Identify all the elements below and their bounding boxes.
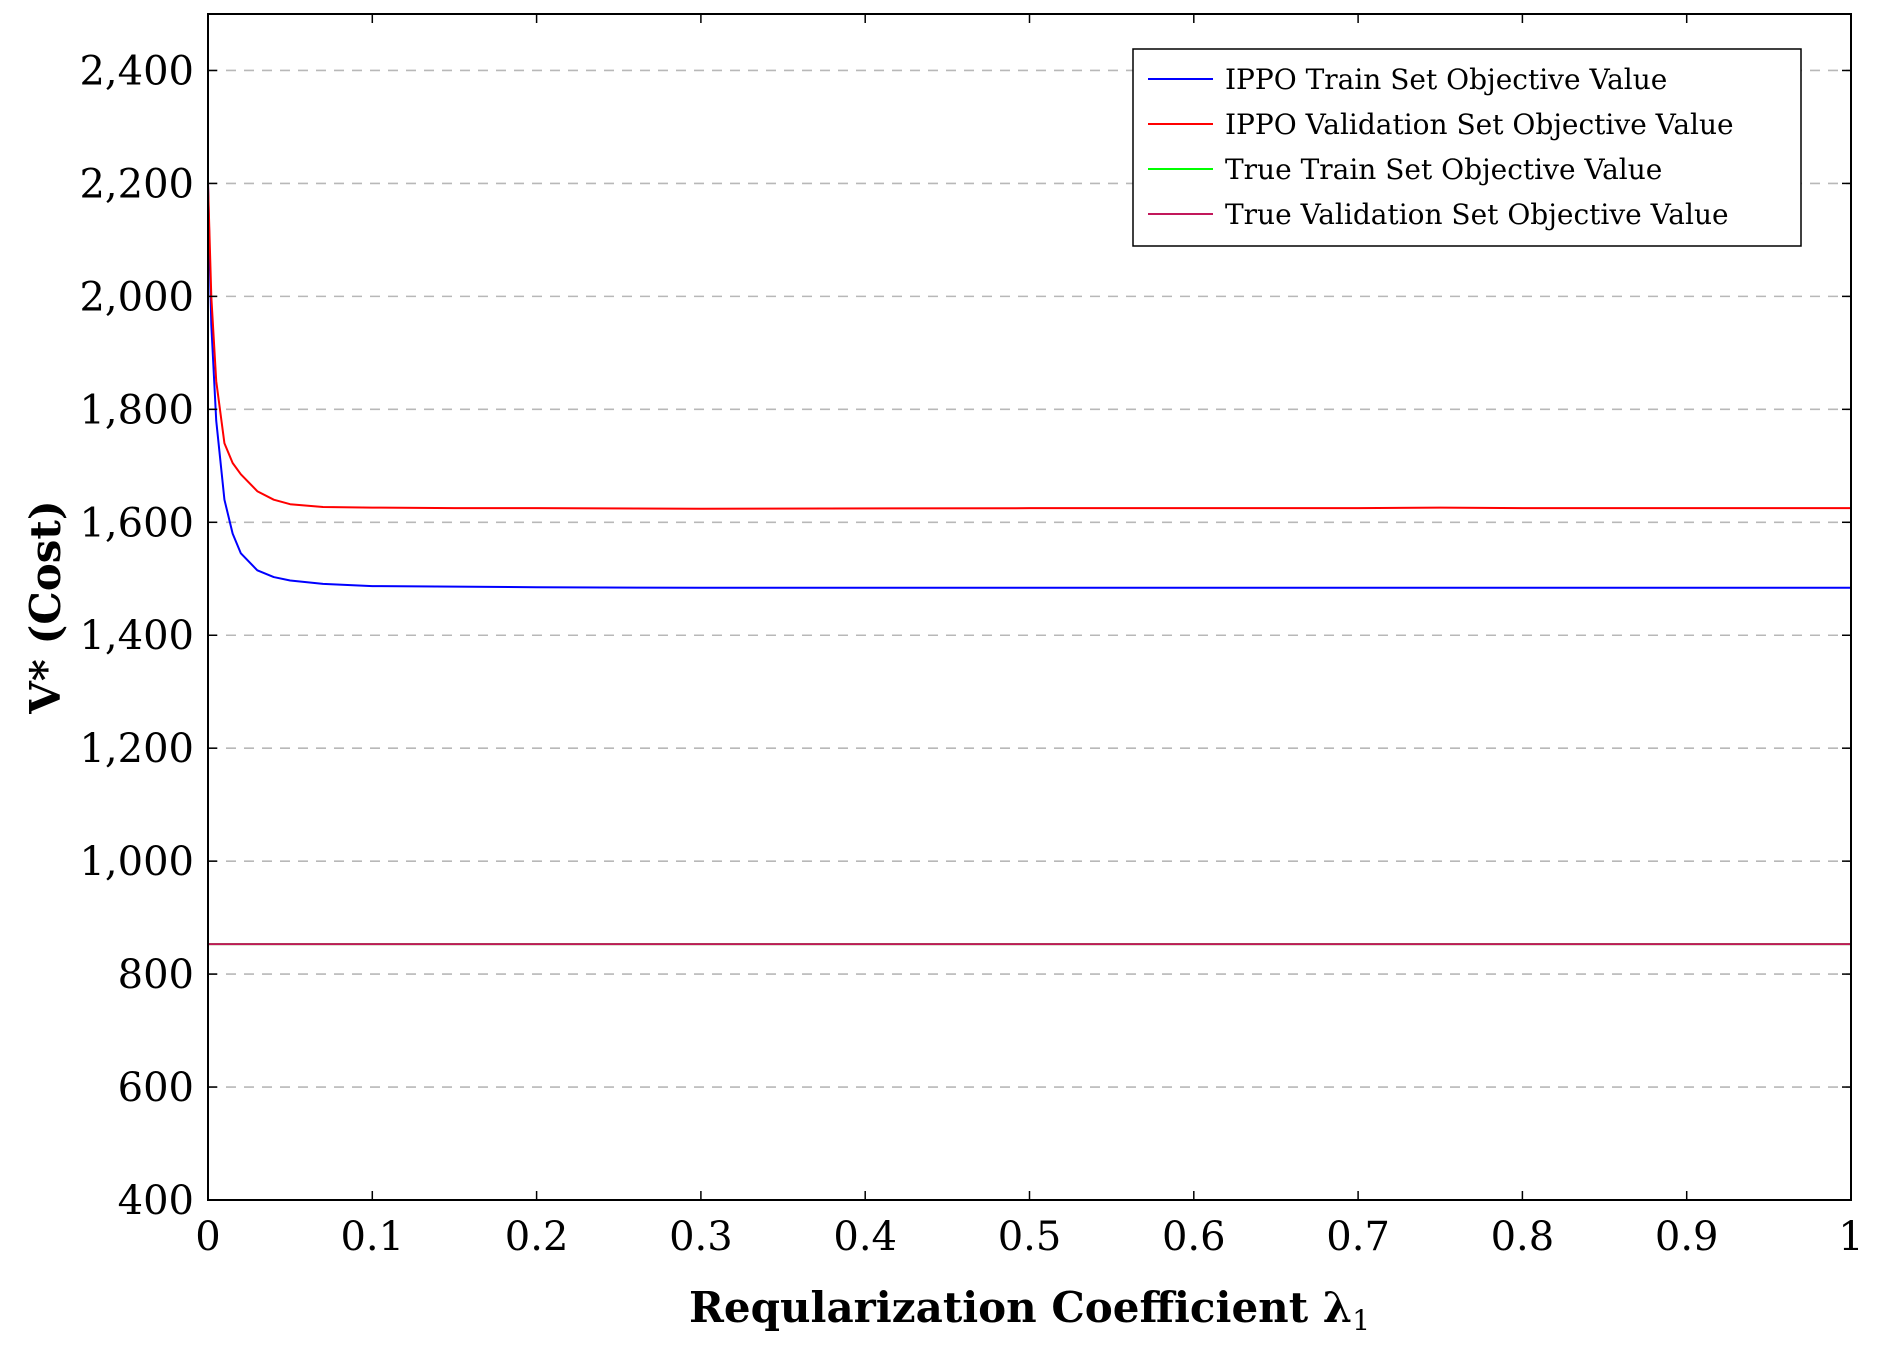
x-tick-label: 0.5 [998,1214,1062,1260]
legend-label: IPPO Validation Set Objective Value [1225,108,1734,141]
x-tick-label: 1 [1838,1214,1863,1260]
y-tick-label: 2,200 [79,161,194,207]
y-tick-label: 1,600 [79,500,194,546]
x-axis-tick-labels: 0 0.1 0.2 0.3 0.4 0.5 0.6 0.7 0.8 0.9 1 [195,1214,1863,1260]
y-tick-label: 1,400 [79,613,194,659]
legend: IPPO Train Set Objective Value IPPO Valid… [1132,48,1802,247]
x-tick-label: 0.8 [1491,1214,1555,1260]
series-lines [207,183,1851,946]
x-tick-label: 0.6 [1162,1214,1226,1260]
y-tick-label: 800 [118,952,194,998]
y-tick-label: 1,200 [79,726,194,772]
x-tick-label: 0.9 [1655,1214,1719,1260]
legend-label: IPPO Train Set Objective Value [1225,63,1667,96]
legend-box [1132,48,1802,247]
x-tick-label: 0.1 [340,1214,404,1260]
grid-lines [208,69,1851,1088]
y-axis-title: V* (Cost) [21,500,70,714]
y-tick-label: 2,000 [79,274,194,320]
y-tick-label: 2,400 [79,48,194,94]
legend-label: True Validation Set Objective Value [1225,198,1729,231]
x-tick-label: 0.3 [669,1214,733,1260]
y-tick-label: 1,800 [79,387,194,433]
legend-label: True Train Set Objective Value [1225,153,1662,186]
x-tick-label: 0.7 [1326,1214,1390,1260]
y-tick-label: 600 [118,1065,194,1111]
x-tick-label: 0 [195,1214,220,1260]
x-axis-title-subscript: 1 [1352,1304,1370,1337]
x-tick-label: 0.4 [833,1214,897,1260]
series-line-2 [207,183,1851,510]
y-tick-label: 400 [118,1178,194,1224]
x-tick-label: 0.2 [505,1214,569,1260]
y-tick-label: 1,000 [79,839,194,885]
series-line-1 [207,183,1851,589]
axis-ticks [207,14,1852,1201]
x-axis-title: Reqularization Coefficient λ1 [689,1283,1370,1337]
y-axis-tick-labels: 400 600 800 1,000 1,200 1,400 1,600 1,800 2,000 2… [79,48,194,1224]
